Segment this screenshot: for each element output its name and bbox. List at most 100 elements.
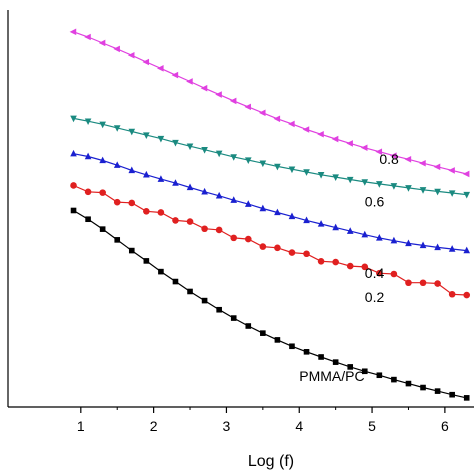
x-ticks: 1 2 3 4 5 6 <box>77 407 449 434</box>
series-0-2 <box>70 182 471 299</box>
x-tick-label: 3 <box>223 418 231 434</box>
x-tick-label: 6 <box>441 418 449 434</box>
data-point <box>201 187 208 195</box>
series-0-6 <box>70 115 471 199</box>
data-point <box>113 161 121 168</box>
data-point <box>360 144 368 152</box>
data-point <box>157 65 164 72</box>
data-point <box>463 246 471 254</box>
data-point <box>303 216 310 224</box>
data-point <box>113 125 121 132</box>
data-point <box>70 115 77 123</box>
data-point <box>201 225 208 233</box>
data-point <box>259 204 267 212</box>
data-point <box>245 323 252 329</box>
data-point <box>69 28 77 36</box>
data-point <box>434 388 441 394</box>
data-point <box>70 182 77 189</box>
data-point <box>303 349 310 355</box>
data-point <box>346 140 353 147</box>
series-label: 0.8 <box>379 151 399 167</box>
data-point <box>186 78 193 85</box>
data-point <box>70 207 77 214</box>
data-point <box>390 270 398 278</box>
data-point <box>317 220 325 227</box>
data-point <box>376 372 383 379</box>
data-point <box>99 156 106 164</box>
data-point <box>274 208 281 216</box>
data-point <box>376 269 383 277</box>
data-point <box>419 279 427 287</box>
data-point <box>229 97 237 105</box>
data-point <box>390 183 398 190</box>
data-point <box>463 191 471 199</box>
data-point <box>259 243 267 250</box>
data-point <box>332 359 339 365</box>
series-pmma-pc <box>70 207 470 401</box>
data-point <box>215 150 223 158</box>
data-point <box>303 169 310 176</box>
series-line <box>73 117 467 196</box>
data-point <box>317 258 325 265</box>
data-point <box>84 118 92 126</box>
data-point <box>113 45 120 53</box>
data-point <box>434 243 441 251</box>
data-point <box>274 163 281 171</box>
series-line <box>73 153 467 252</box>
data-point <box>99 226 106 232</box>
data-point <box>405 380 412 387</box>
x-tick-label: 2 <box>150 418 158 434</box>
data-point <box>274 337 281 343</box>
data-point <box>361 179 369 186</box>
series-label: 0.6 <box>365 194 385 210</box>
data-point <box>376 233 383 241</box>
data-point <box>157 175 165 182</box>
data-point <box>186 218 194 225</box>
data-point <box>127 51 135 59</box>
data-point <box>375 148 383 156</box>
data-point <box>143 170 150 178</box>
data-point <box>332 223 339 231</box>
data-point <box>143 258 150 264</box>
data-point <box>85 216 91 223</box>
data-point <box>332 258 339 266</box>
data-point <box>463 395 470 401</box>
series-label: PMMA/PC <box>299 368 364 384</box>
data-point <box>259 160 267 168</box>
data-point <box>172 139 179 147</box>
data-point <box>288 212 296 220</box>
data-point <box>99 189 106 196</box>
data-point <box>419 159 426 167</box>
data-point <box>128 166 136 174</box>
data-point <box>172 278 179 285</box>
data-point <box>201 147 208 154</box>
data-point <box>376 181 383 188</box>
data-point <box>230 234 238 242</box>
data-point <box>244 200 252 207</box>
series-line <box>73 209 467 399</box>
data-point <box>84 152 92 160</box>
data-point <box>332 174 339 182</box>
data-point <box>434 188 441 196</box>
data-point <box>244 235 252 243</box>
data-point <box>361 263 369 271</box>
data-point <box>98 39 106 47</box>
axes-layer <box>7 10 474 408</box>
data-point <box>128 247 135 254</box>
data-point <box>419 187 427 194</box>
data-point <box>260 330 266 336</box>
data-point <box>448 245 456 252</box>
data-point <box>216 306 222 313</box>
x-tick-label: 4 <box>295 418 303 434</box>
data-point <box>347 364 354 370</box>
data-point <box>258 109 266 117</box>
data-point <box>449 391 455 398</box>
data-point <box>302 126 310 133</box>
data-point <box>215 226 223 234</box>
x-tick-label: 1 <box>77 418 85 434</box>
data-point <box>230 154 238 161</box>
data-point <box>70 149 77 157</box>
data-point <box>346 262 354 270</box>
x-tick-label: 5 <box>368 418 376 434</box>
data-point <box>171 71 179 79</box>
